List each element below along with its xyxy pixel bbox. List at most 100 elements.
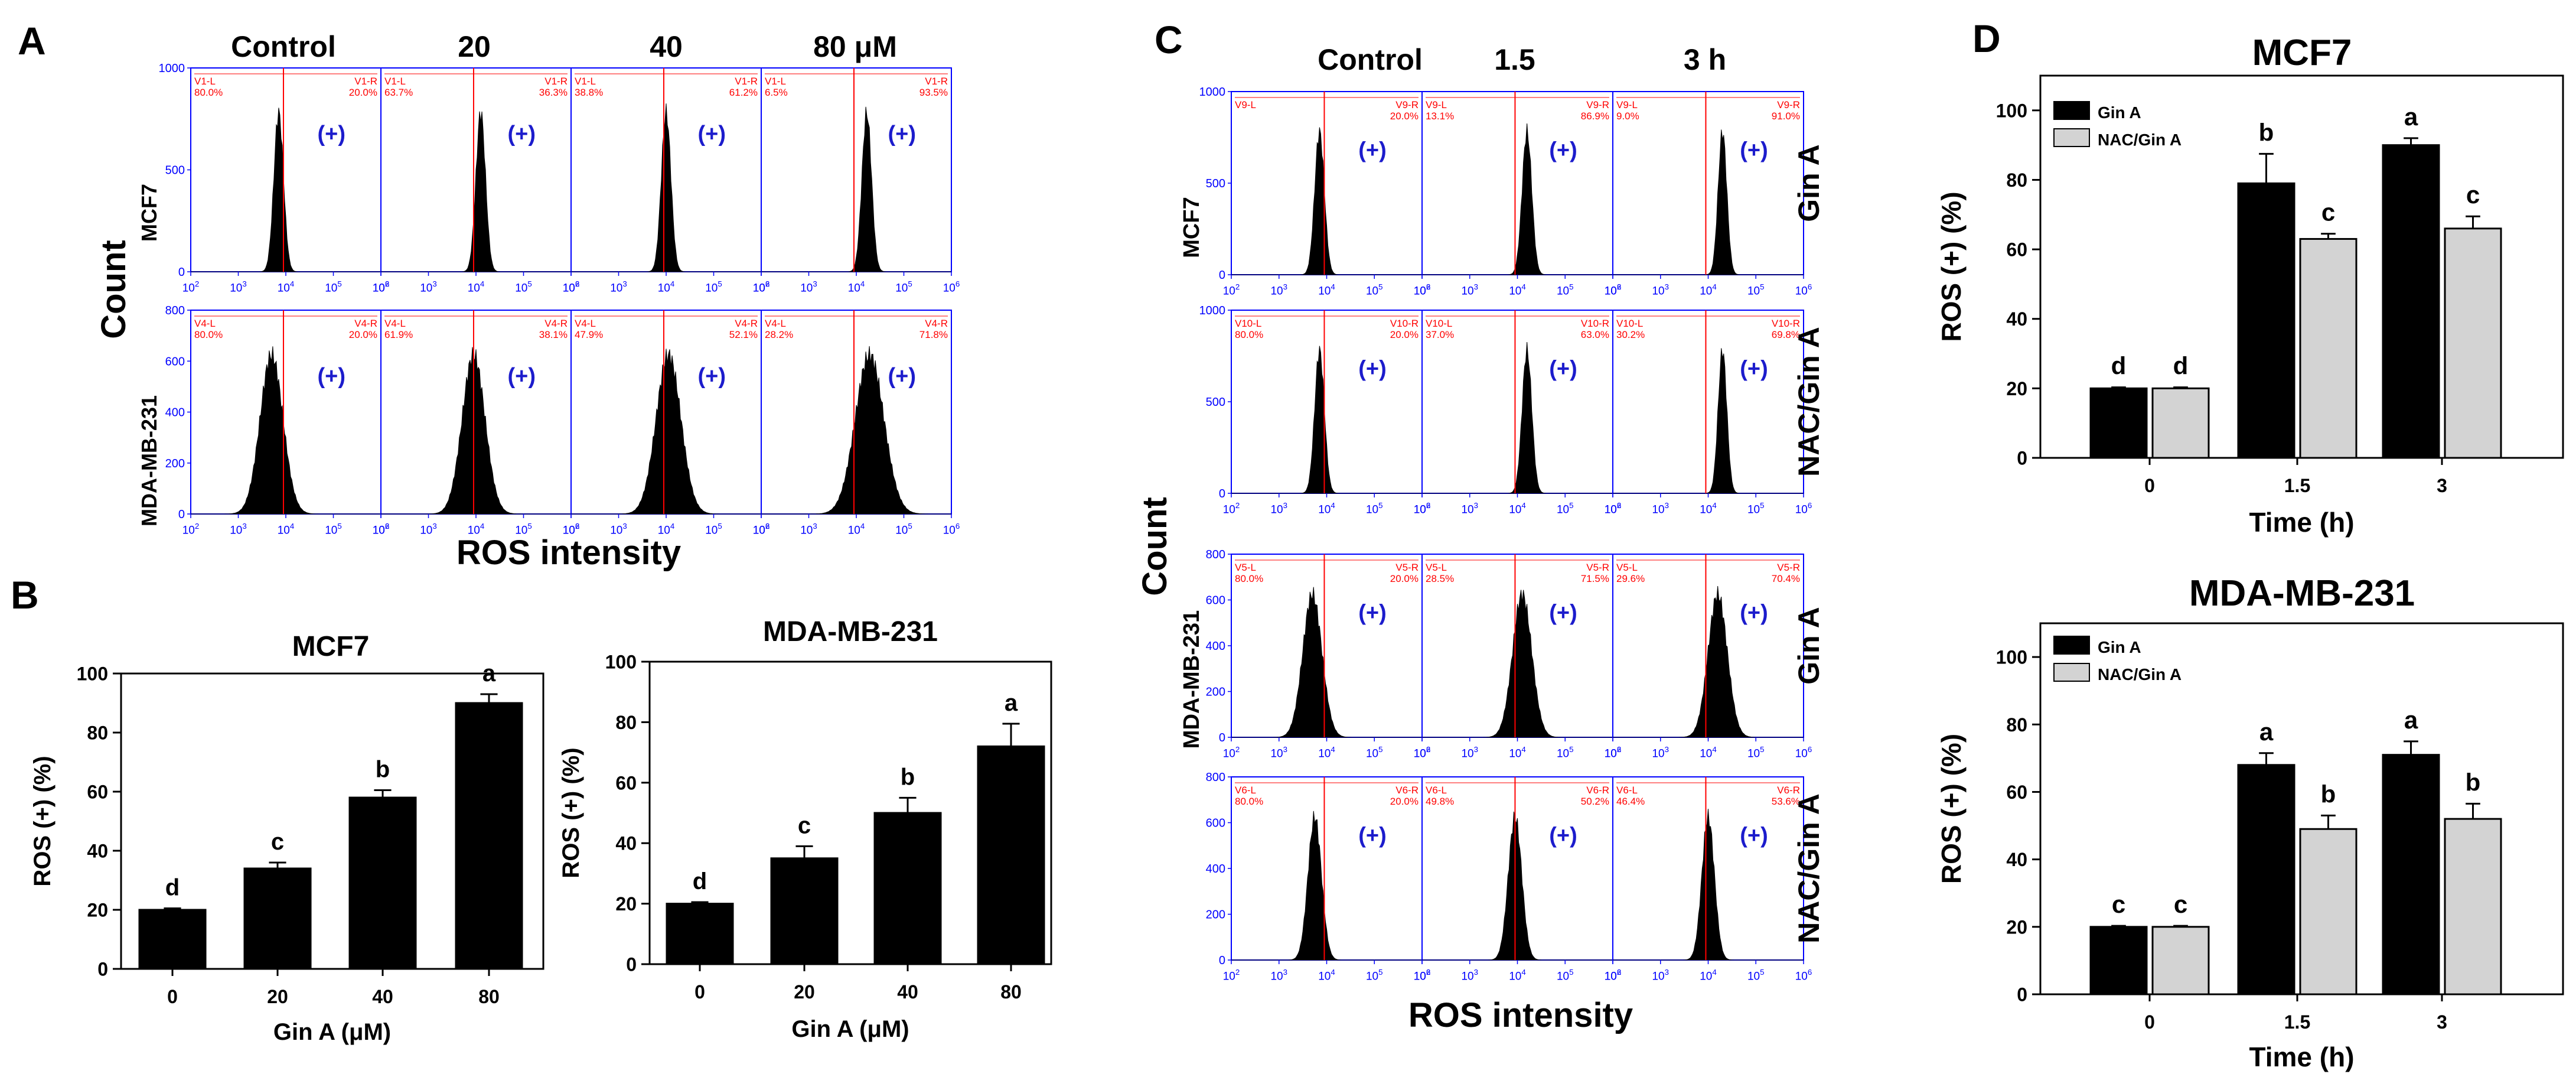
x-tick-label: 102 [563, 522, 580, 537]
x-tick-label: 104 [1509, 282, 1526, 298]
histogram [1231, 811, 1422, 961]
gate-right-percent: 20.0% [349, 329, 377, 340]
y-tick-label: 200 [1206, 909, 1225, 922]
x-tick-label: 104 [1318, 968, 1335, 983]
gate-right-name: V9-R [1395, 99, 1419, 110]
bar [2089, 926, 2148, 995]
x-tick-label: 106 [753, 522, 770, 537]
x-tick-label: 105 [1366, 282, 1383, 298]
gate-right-percent: 70.4% [1772, 573, 1800, 584]
y-tick-label: 100 [77, 663, 108, 685]
y-tick-label: 400 [1206, 863, 1225, 876]
gate-right-name: V10-R [1772, 318, 1800, 329]
y-tick-label: 500 [165, 164, 185, 177]
y-tick-label: 60 [2006, 239, 2027, 261]
y-tick-label: 600 [165, 355, 185, 368]
y-tick-label: 1000 [1199, 86, 1226, 99]
gate-left-percent: 80.0% [194, 87, 223, 98]
y-tick-label: 1000 [159, 62, 185, 75]
x-tick-label: 20 [794, 981, 815, 1003]
x-tick-label: 104 [468, 522, 485, 537]
x-tick-label: 105 [1366, 501, 1383, 516]
positive-label: (+) [1549, 357, 1577, 382]
column-header: 3 h [1684, 43, 1726, 76]
x-tick-label: 104 [1700, 968, 1717, 983]
significance-letter: d [2111, 352, 2127, 380]
x-tick-label: 106 [1414, 968, 1431, 983]
y-tick-label: 800 [1206, 771, 1225, 784]
x-axis-label: ROS intensity [456, 533, 681, 572]
x-tick-label: 104 [1318, 282, 1335, 298]
gate-right-name: V1-R [544, 76, 568, 87]
plot-frame [648, 660, 1052, 965]
positive-label: (+) [1358, 138, 1387, 163]
histogram [1422, 590, 1613, 738]
x-tick-label: 104 [658, 279, 675, 295]
y-tick-label: 40 [2006, 308, 2027, 330]
gate-right-percent: 86.9% [1581, 110, 1609, 122]
x-tick-label: 103 [1270, 501, 1287, 516]
chart-title: MDA-MB-231 [763, 616, 938, 648]
y-tick-label: 500 [1206, 396, 1225, 409]
x-tick-label: 102 [1414, 282, 1431, 298]
x-tick-label: 106 [943, 522, 960, 537]
histogram [1231, 346, 1422, 494]
x-axis-label: Gin A (μM) [791, 1016, 909, 1042]
x-tick-label: 105 [515, 279, 532, 295]
significance-letter: c [2466, 181, 2480, 209]
gate-right-percent: 20.0% [1390, 329, 1419, 340]
positive-label: (+) [888, 122, 917, 147]
legend-swatch [2053, 101, 2090, 120]
x-tick-label: 105 [1366, 968, 1383, 983]
significance-letter: a [2404, 103, 2418, 131]
histogram [1613, 808, 1804, 961]
x-tick-label: 104 [468, 279, 485, 295]
panel-label: A [18, 19, 46, 63]
histogram [1231, 587, 1422, 738]
gate-right-percent: 20.0% [1390, 796, 1419, 807]
gate-right-percent: 61.2% [729, 87, 758, 98]
gate-left-percent: 80.0% [1235, 796, 1263, 807]
y-tick-label: 80 [87, 723, 108, 744]
x-tick-label: 102 [1605, 745, 1622, 760]
gate-left-name: V10-L [1616, 318, 1643, 329]
row-label: MDA-MB-231 [1179, 610, 1204, 749]
gate-right-percent: 69.8% [1772, 329, 1800, 340]
x-tick-label: 102 [1414, 968, 1431, 983]
significance-letter: b [2259, 118, 2274, 146]
x-tick-label: 106 [373, 279, 390, 295]
y-tick-label: 400 [1206, 640, 1225, 653]
x-tick-label: 105 [705, 522, 722, 537]
y-tick-label: 200 [165, 457, 185, 470]
gate-right-name: V10-R [1390, 318, 1419, 329]
x-axis-label: Time (h) [2249, 507, 2354, 538]
positive-label: (+) [698, 122, 726, 147]
significance-letter: c [2321, 199, 2335, 226]
gate-left-name: V1-L [194, 76, 216, 87]
significance-letter: c [798, 812, 811, 838]
x-tick-label: 104 [1509, 745, 1526, 760]
gate-right-percent: 20.0% [1390, 573, 1419, 584]
legend-label: NAC/Gin A [2098, 665, 2182, 684]
gate-left-percent: 29.6% [1616, 573, 1645, 584]
column-header: 20 [458, 30, 491, 63]
x-tick-label: 102 [1223, 745, 1240, 760]
gate-left-name: V1-L [575, 76, 596, 87]
x-tick-label: 103 [1652, 745, 1669, 760]
x-tick-label: 0 [694, 981, 705, 1003]
positive-label: (+) [318, 122, 346, 147]
legend-label: Gin A [2098, 638, 2141, 656]
x-tick-label: 40 [372, 986, 393, 1007]
x-tick-label: 106 [1414, 282, 1431, 298]
x-tick-label: 103 [1461, 501, 1478, 516]
y-tick-label: 60 [2006, 782, 2027, 803]
histogram [1613, 586, 1804, 738]
y-axis-label: ROS (+) (%) [30, 756, 56, 886]
x-axis-label: Time (h) [2249, 1042, 2354, 1072]
y-tick-label: 40 [2006, 849, 2027, 870]
positive-label: (+) [1358, 601, 1387, 626]
gate-left-name: V5-L [1235, 562, 1256, 573]
gate-left-percent: 49.8% [1426, 796, 1454, 807]
x-axis-label: Gin A (μM) [273, 1019, 391, 1045]
